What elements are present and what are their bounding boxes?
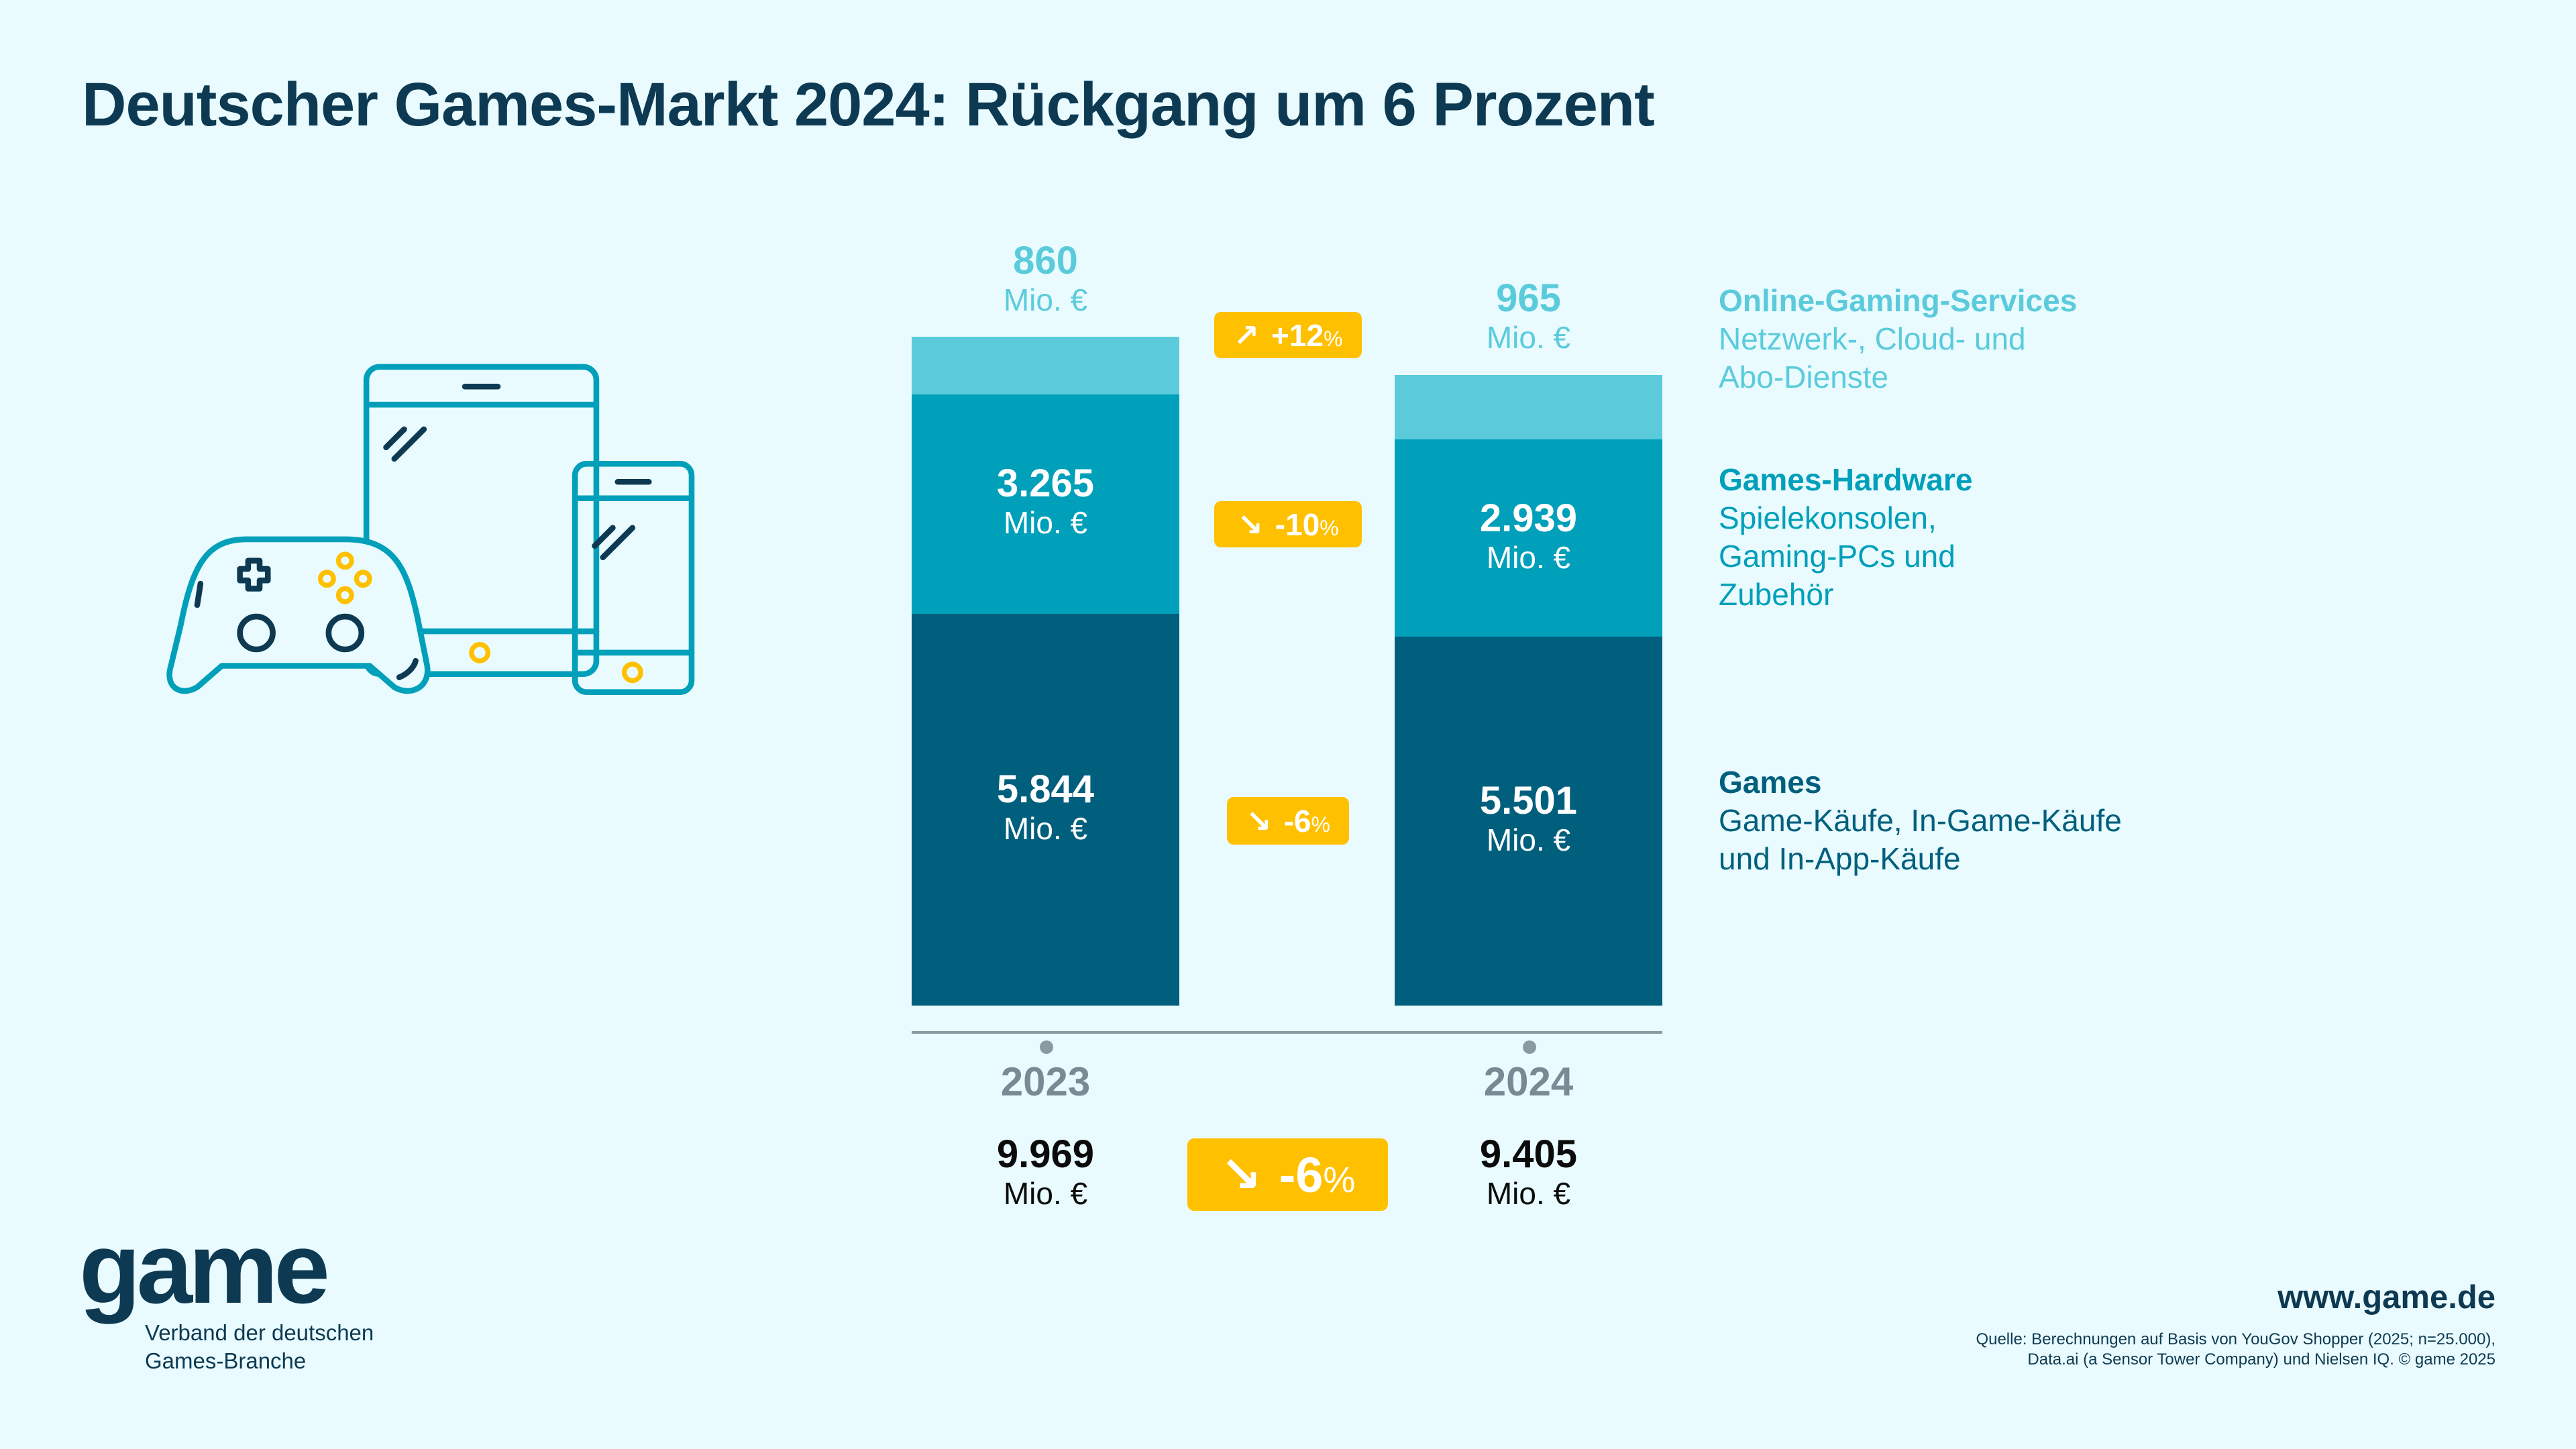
- unit: Mio. €: [1486, 540, 1571, 575]
- page-title: Deutscher Games-Markt 2024: Rückgang um …: [82, 70, 1655, 139]
- legend-title: Games: [1719, 765, 1822, 800]
- legend-line: Game-Käufe, In-Game-Käufe: [1719, 803, 2122, 838]
- value: 965: [1496, 276, 1561, 320]
- unit: Mio. €: [1003, 282, 1088, 317]
- legend-online: Online-Gaming-Services Netzwerk-, Cloud- …: [1719, 282, 2077, 396]
- legend-line: Netzwerk-, Cloud- und: [1719, 321, 2026, 356]
- x-tick-label-2024: 2024: [1483, 1059, 1574, 1104]
- bar-segment-hardware-2023: [912, 394, 1179, 614]
- logo-subtitle-line: Games-Branche: [145, 1348, 307, 1373]
- value: 3.265: [996, 462, 1095, 505]
- x-tick-label-2023: 2023: [1000, 1059, 1091, 1104]
- source-line: Quelle: Berechnungen auf Basis von YouGo…: [1976, 1330, 2496, 1348]
- total-change-badge: ↘ -6%: [1187, 1138, 1388, 1211]
- percent-sign: %: [1323, 1159, 1356, 1200]
- legend-line: Gaming-PCs und: [1719, 539, 1955, 574]
- bar-2024: [1395, 335, 1662, 1006]
- legend-title: Games-Hardware: [1719, 462, 1973, 497]
- legend-title: Online-Gaming-Services: [1719, 283, 2078, 318]
- value-label-online-2023: 860 Mio. €: [912, 239, 1179, 317]
- unit: Mio. €: [1486, 1176, 1571, 1211]
- unit: Mio. €: [1486, 822, 1571, 857]
- logo-subtitle-line: Verband der deutschen: [145, 1320, 374, 1345]
- unit: Mio. €: [1003, 811, 1088, 846]
- value: 860: [1013, 239, 1078, 282]
- unit: Mio. €: [1003, 505, 1088, 540]
- axis-tick-2024: [1523, 1040, 1536, 1054]
- unit: Mio. €: [1486, 320, 1571, 355]
- legend-hardware: Games-Hardware Spielekonsolen, Gaming-PCs …: [1719, 461, 1972, 614]
- arrow-up-right-icon: ↗: [1233, 317, 1260, 353]
- total-2024: 9.405 Mio. €: [1395, 1132, 1662, 1211]
- change-value: -6: [1279, 1146, 1324, 1203]
- source-line: Data.ai (a Sensor Tower Company) und Nie…: [2027, 1350, 2496, 1368]
- source-note: Quelle: Berechnungen auf Basis von YouGo…: [1976, 1330, 2496, 1370]
- change-badge-online: ↗ +12%: [1214, 312, 1362, 358]
- percent-sign: %: [1320, 515, 1339, 540]
- change-badge-hardware: ↘ -10%: [1214, 501, 1362, 547]
- game-logo: game: [79, 1212, 330, 1324]
- change-value: -6: [1283, 803, 1311, 839]
- total-2023: 9.969 Mio. €: [912, 1132, 1179, 1211]
- value: 5.844: [996, 767, 1095, 811]
- value-label-hardware-2024: 2.939 Mio. €: [1395, 496, 1662, 575]
- logo-subtitle: Verband der deutschen Games-Branche: [145, 1319, 374, 1375]
- value-label-games-2024: 5.501 Mio. €: [1395, 779, 1662, 857]
- change-value: -10: [1275, 506, 1320, 542]
- value: 5.501: [1479, 779, 1578, 822]
- bar-segment-games-2023: [912, 613, 1179, 1006]
- percent-sign: %: [1311, 812, 1330, 837]
- axis-tick-2023: [1040, 1040, 1053, 1054]
- bar-segment-hardware-2024: [1395, 439, 1662, 637]
- bar-segment-online-2023: [912, 337, 1179, 395]
- legend-games: Games Game-Käufe, In-Game-Käufe und In-App…: [1719, 763, 2122, 878]
- value-label-online-2024: 965 Mio. €: [1395, 276, 1662, 355]
- value: 2.939: [1479, 496, 1578, 540]
- change-badge-games: ↘ -6%: [1227, 797, 1349, 845]
- bar-segment-online-2024: [1395, 374, 1662, 439]
- bar-segment-games-2024: [1395, 636, 1662, 1006]
- arrow-down-right-icon: ↘: [1246, 803, 1272, 839]
- total-value: 9.405: [1479, 1132, 1578, 1176]
- change-value: +12: [1271, 317, 1324, 353]
- legend-line: Zubehör: [1719, 577, 1834, 612]
- percent-sign: %: [1324, 326, 1343, 351]
- website-link[interactable]: www.game.de: [2277, 1279, 2496, 1316]
- value-label-games-2023: 5.844 Mio. €: [912, 767, 1179, 846]
- legend-line: Abo-Dienste: [1719, 360, 1889, 394]
- value-label-hardware-2023: 3.265 Mio. €: [912, 462, 1179, 540]
- unit: Mio. €: [1003, 1176, 1088, 1211]
- arrow-down-right-icon: ↘: [1237, 506, 1263, 542]
- total-value: 9.969: [996, 1132, 1095, 1176]
- devices-illustration-icon: [166, 364, 695, 695]
- legend-line: und In-App-Käufe: [1719, 841, 1961, 876]
- bar-2023: [912, 335, 1179, 1006]
- x-axis-line: [912, 1031, 1662, 1034]
- arrow-down-right-icon: ↘: [1220, 1146, 1262, 1202]
- legend-line: Spielekonsolen,: [1719, 500, 1937, 535]
